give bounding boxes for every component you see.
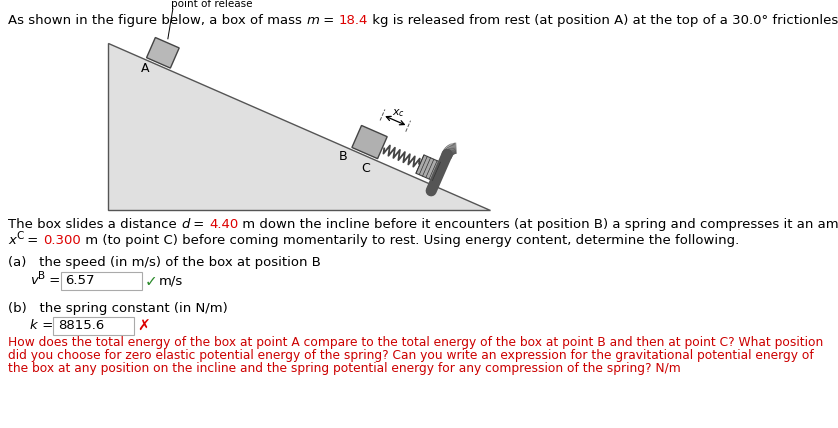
Text: =: =	[23, 234, 43, 247]
Text: As shown in the figure below, a box of mass: As shown in the figure below, a box of m…	[8, 14, 306, 27]
Polygon shape	[147, 38, 179, 68]
Text: point of release: point of release	[171, 0, 252, 9]
Text: $x_c$: $x_c$	[392, 107, 405, 119]
Text: 8815.6: 8815.6	[58, 319, 104, 332]
Text: m down the incline before it encounters (at position B) a spring and compresses : m down the incline before it encounters …	[238, 218, 838, 231]
Text: 18.4: 18.4	[339, 14, 368, 27]
Text: d: d	[181, 218, 189, 231]
Text: the box at any position on the incline and the spring potential energy for any c: the box at any position on the incline a…	[8, 362, 680, 375]
Text: =: =	[319, 14, 339, 27]
Text: 6.57: 6.57	[65, 274, 95, 287]
Text: kg is released from rest (at position A) at the top of a 30.0° frictionless incl: kg is released from rest (at position A)…	[368, 14, 838, 27]
Text: =: =	[45, 274, 65, 287]
Text: v: v	[30, 274, 38, 287]
Text: A: A	[141, 62, 149, 75]
Text: The box slides a distance: The box slides a distance	[8, 218, 181, 231]
Text: C: C	[361, 161, 370, 175]
FancyBboxPatch shape	[60, 271, 142, 289]
Text: x: x	[8, 234, 16, 247]
Text: B: B	[38, 271, 45, 281]
FancyBboxPatch shape	[53, 316, 134, 335]
Text: ✗: ✗	[137, 319, 150, 334]
Text: (a)   the speed (in m/s) of the box at position B: (a) the speed (in m/s) of the box at pos…	[8, 256, 321, 269]
Polygon shape	[352, 125, 387, 159]
Text: m (to point C) before coming momentarily to rest. Using energy content, determin: m (to point C) before coming momentarily…	[80, 234, 739, 247]
Text: ✓: ✓	[145, 274, 158, 289]
Text: C: C	[16, 231, 23, 241]
Text: 4.40: 4.40	[209, 218, 238, 231]
Polygon shape	[416, 155, 441, 181]
Polygon shape	[108, 43, 490, 210]
Text: did you choose for zero elastic potential energy of the spring? Can you write an: did you choose for zero elastic potentia…	[8, 349, 814, 362]
Text: =: =	[189, 218, 209, 231]
Text: =: =	[38, 319, 57, 332]
Text: m/s: m/s	[159, 274, 184, 287]
Text: (b)   the spring constant (in N/m): (b) the spring constant (in N/m)	[8, 302, 228, 315]
Text: m: m	[306, 14, 319, 27]
Text: k: k	[30, 319, 38, 332]
Text: How does the total energy of the box at point A compare to the total energy of t: How does the total energy of the box at …	[8, 336, 823, 349]
Text: B: B	[339, 149, 348, 163]
Text: 0.300: 0.300	[43, 234, 80, 247]
